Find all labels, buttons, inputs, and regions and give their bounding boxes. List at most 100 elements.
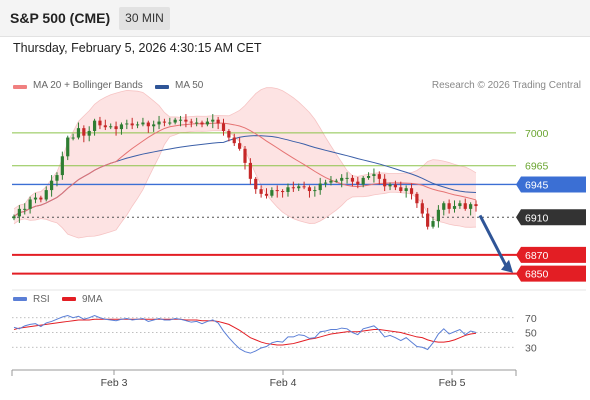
level-tag-6870 — [516, 246, 586, 263]
candle-69 — [383, 174, 387, 192]
candle-2 — [23, 203, 27, 215]
rsi-level-label-70: 70 — [525, 313, 537, 325]
candle-29 — [168, 117, 172, 126]
candle-17 — [103, 119, 107, 131]
candle-50 — [281, 189, 285, 198]
chart-datetime: Thursday, February 5, 2026 4:30:15 AM CE… — [13, 41, 262, 55]
level-label-6850: 6850 — [525, 269, 549, 281]
bollinger-band — [14, 87, 476, 238]
level-label-6945: 6945 — [525, 179, 549, 191]
x-tick-label-1: Feb 4 — [270, 377, 297, 389]
candle-78 — [431, 218, 435, 229]
candle-14 — [87, 126, 91, 142]
candle-4 — [33, 192, 38, 204]
timeframe-button[interactable]: 30 MIN — [119, 7, 170, 30]
candle-82 — [452, 200, 457, 213]
candle-27 — [157, 115, 161, 130]
candle-30 — [173, 117, 177, 125]
level-tag-6850 — [516, 265, 586, 282]
candle-61 — [340, 174, 344, 188]
candle-42 — [238, 137, 242, 151]
header-bar: S&P 500 (CME) 30 MIN — [0, 0, 590, 37]
candle-62 — [345, 172, 349, 184]
candle-85 — [469, 202, 473, 216]
candle-16 — [98, 116, 102, 130]
candle-47 — [264, 188, 269, 199]
candle-64 — [356, 176, 360, 189]
candle-38 — [216, 116, 220, 130]
candle-25 — [146, 120, 150, 133]
candle-34 — [195, 117, 199, 127]
candle-56 — [313, 186, 317, 197]
rsi-line — [13, 314, 477, 354]
rsi-legend-label: RSI — [33, 294, 50, 305]
candle-26 — [152, 120, 156, 132]
candle-1 — [17, 205, 21, 223]
rsi-ma-line — [13, 318, 477, 346]
candle-49 — [275, 185, 279, 198]
candle-44 — [248, 158, 252, 185]
level-tag-6945 — [516, 176, 586, 193]
candle-7 — [50, 175, 54, 197]
candle-73 — [404, 185, 408, 198]
candle-3 — [28, 196, 32, 214]
candle-37 — [211, 114, 215, 129]
rsi-ma-legend-swatch — [62, 297, 76, 301]
candle-84 — [463, 198, 467, 211]
candle-32 — [184, 114, 188, 128]
x-tick-label-0: Feb 3 — [101, 377, 128, 389]
candle-68 — [377, 171, 381, 185]
candle-52 — [291, 181, 295, 192]
candle-31 — [178, 115, 183, 127]
candle-35 — [200, 120, 204, 128]
candle-59 — [329, 176, 333, 186]
candle-63 — [350, 175, 355, 187]
candle-53 — [297, 183, 301, 192]
candle-8 — [55, 172, 59, 187]
level-label-6965: 6965 — [525, 161, 549, 173]
candle-67 — [372, 168, 376, 183]
candle-51 — [286, 183, 290, 197]
candle-72 — [399, 181, 403, 193]
candle-81 — [447, 199, 451, 214]
x-tick-label-2: Feb 5 — [439, 377, 466, 389]
candle-75 — [415, 191, 419, 208]
candle-86 — [474, 200, 478, 212]
rsi-level-label-50: 50 — [525, 328, 537, 340]
rsi-level-label-30: 30 — [525, 342, 537, 354]
candle-21 — [125, 119, 129, 130]
candle-11 — [71, 133, 75, 141]
candle-54 — [302, 181, 306, 190]
candle-60 — [334, 178, 338, 183]
level-label-6870: 6870 — [525, 250, 549, 262]
level-label-7000: 7000 — [525, 128, 549, 140]
candle-83 — [458, 200, 462, 209]
candle-6 — [44, 186, 48, 202]
candle-33 — [189, 118, 193, 128]
rsi-ma-legend-label: 9MA — [82, 294, 103, 305]
candle-46 — [259, 185, 263, 198]
ma20-legend-swatch — [13, 85, 27, 89]
bollinger-upper — [13, 87, 477, 210]
instrument-title: S&P 500 (CME) — [10, 10, 111, 26]
candle-15 — [92, 118, 97, 136]
candle-74 — [409, 183, 414, 200]
ma20-line — [13, 122, 477, 217]
candle-70 — [388, 182, 392, 191]
candle-43 — [243, 145, 247, 170]
candle-58 — [323, 179, 328, 188]
candle-79 — [436, 205, 440, 228]
ma50-legend-swatch — [155, 85, 169, 89]
candle-45 — [254, 176, 258, 194]
ma50-legend-label: MA 50 — [175, 80, 204, 91]
candle-57 — [318, 177, 322, 195]
rsi-legend-swatch — [13, 297, 27, 301]
candle-66 — [366, 172, 371, 180]
candle-10 — [66, 135, 70, 161]
candle-40 — [227, 129, 231, 142]
candle-48 — [270, 187, 274, 198]
level-tag-6910 — [516, 209, 586, 226]
candle-23 — [135, 121, 140, 129]
candle-0 — [12, 214, 16, 221]
